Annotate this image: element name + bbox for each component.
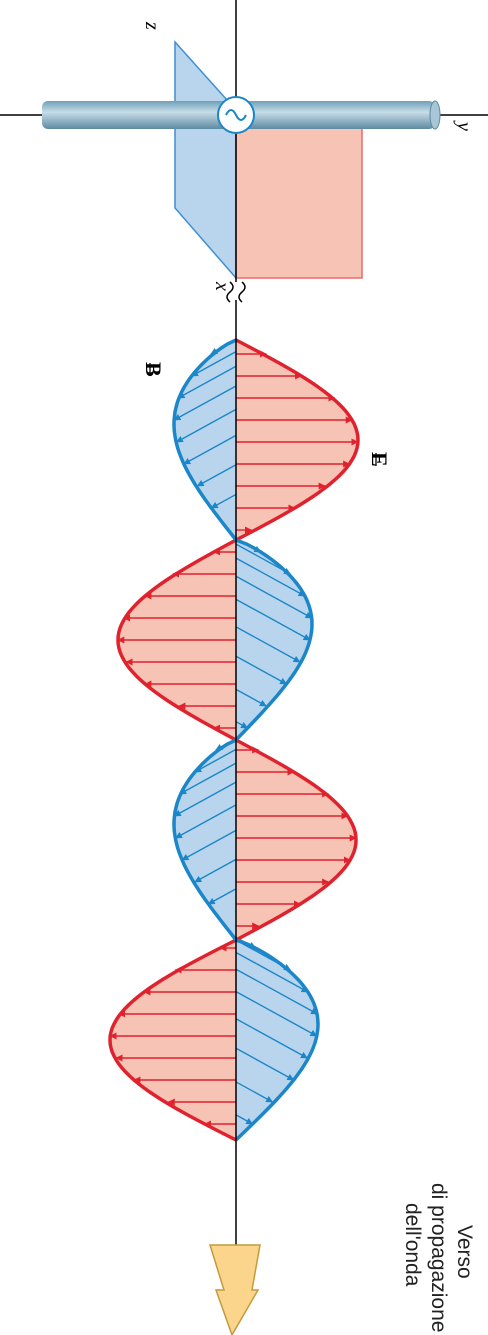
caption-line: di propagazione [427,1183,450,1332]
electric-plane [236,125,362,278]
magnetic-plane [175,42,236,278]
z-label: z [141,21,163,30]
propagation-arrow [210,1245,260,1335]
y-label: y [453,120,475,131]
x-label: x [211,281,233,291]
e-label: E [367,452,392,467]
page: {"axes": {"z": "z", "y": "y", "x": "x"},… [0,0,488,1335]
antenna-end [430,101,440,129]
b-label: B [141,362,166,377]
waves [110,340,358,1140]
caption-line: Verso [453,1225,476,1279]
wave-diagram: z y x B E Verso di propagazione dell'ond… [0,0,488,1335]
caption-line: dell'onda [401,1203,424,1287]
